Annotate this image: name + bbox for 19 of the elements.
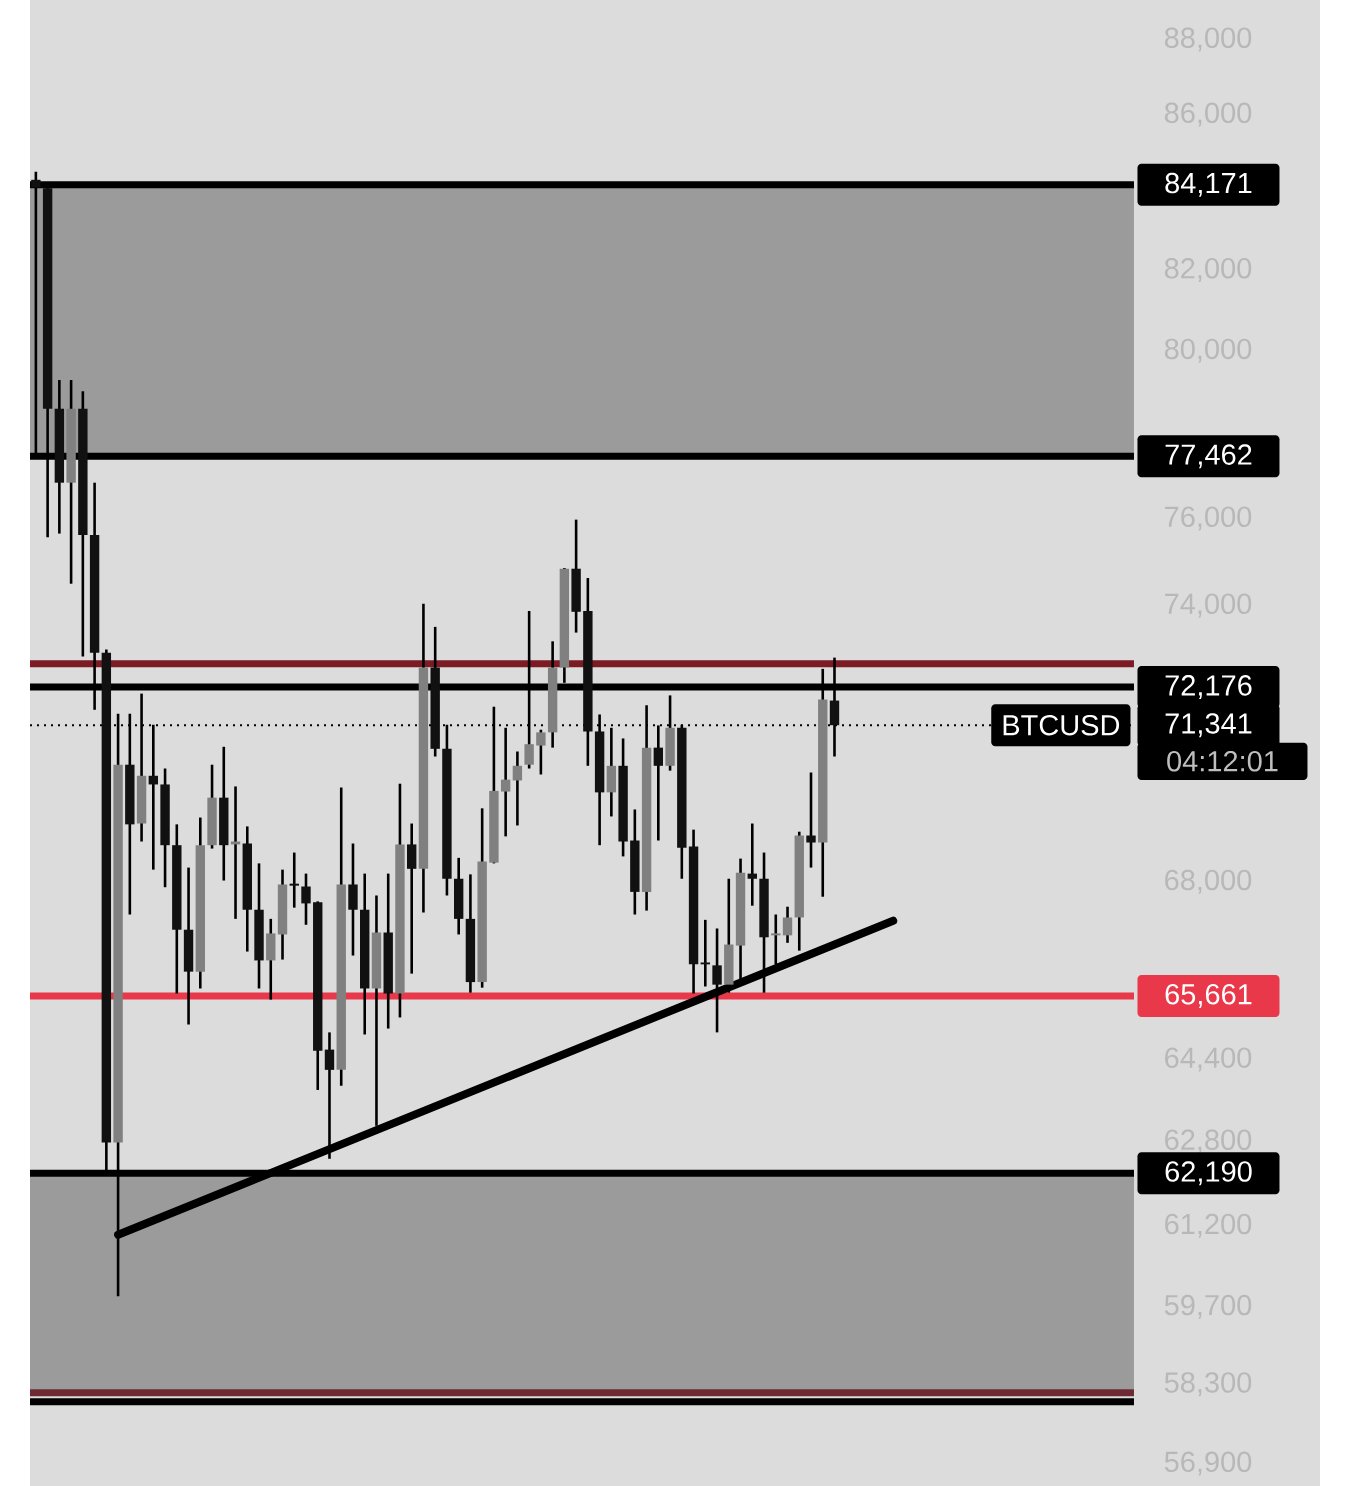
candlestick [747, 822, 757, 907]
ref-line-label: 84,171 [1165, 172, 1252, 197]
ref-line-label: 77,462 [1165, 444, 1252, 469]
text: 04:12:01 [1167, 751, 1278, 772]
candlestick [500, 726, 511, 838]
ref-line-label: 71,341 [1165, 713, 1252, 738]
candlestick [512, 750, 523, 827]
candlestick [289, 851, 299, 909]
candlestick [301, 872, 311, 927]
candlestick [712, 927, 722, 1034]
annotation: BTCUSD [1003, 714, 1120, 736]
candlestick [324, 1031, 335, 1161]
candlestick [806, 771, 816, 869]
candlestick [782, 905, 793, 945]
ref-line-label: 72,176 [1165, 675, 1252, 700]
candlestick [536, 728, 546, 776]
ref-line-label: 62,190 [1165, 1161, 1252, 1186]
ref-line-label: 65,661 [1165, 983, 1252, 1008]
candlestick [700, 918, 710, 988]
